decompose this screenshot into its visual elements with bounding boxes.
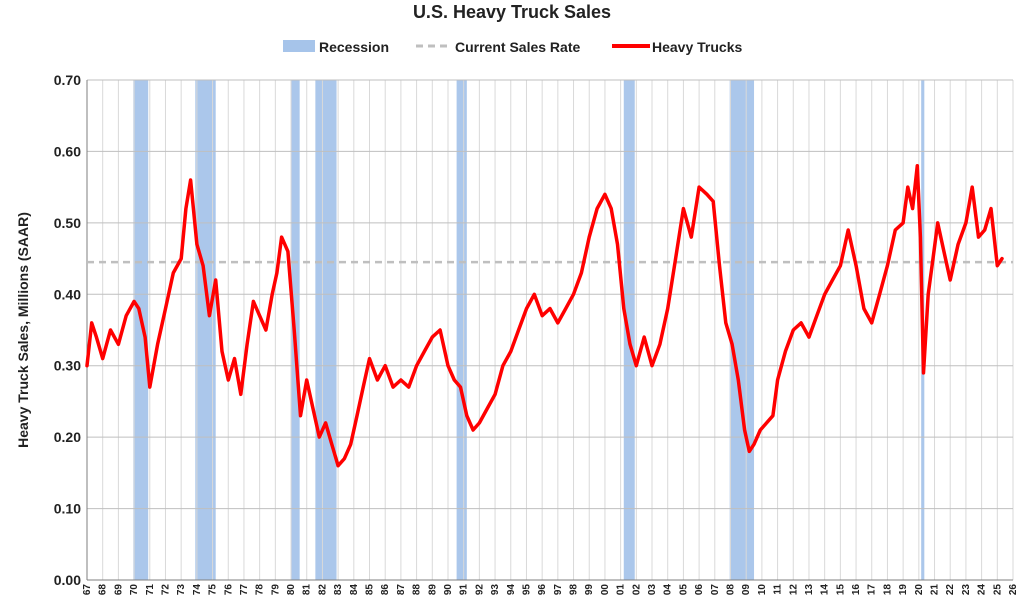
legend-recession-label: Recession xyxy=(319,39,389,55)
x-tick-label: 74 xyxy=(192,584,203,596)
recession-band-4 xyxy=(456,80,467,580)
x-tick-label: 77 xyxy=(239,584,250,596)
x-tick-label: 94 xyxy=(506,584,517,596)
x-tick-label: 11 xyxy=(773,584,784,595)
x-tick-label: 05 xyxy=(678,584,689,596)
x-tick-label: 86 xyxy=(380,584,391,596)
legend-current-rate-label: Current Sales Rate xyxy=(455,39,580,55)
x-tick-label: 80 xyxy=(286,584,297,596)
x-tick-label: 96 xyxy=(537,584,548,596)
x-tick-label: 01 xyxy=(616,584,627,596)
x-tick-label: 95 xyxy=(521,584,532,596)
x-tick-label: 04 xyxy=(663,584,674,596)
recession-band-1 xyxy=(195,80,216,580)
x-tick-label: 85 xyxy=(365,584,376,596)
x-tick-label: 98 xyxy=(569,584,580,596)
x-tick-label: 24 xyxy=(977,584,988,596)
x-tick-label: 83 xyxy=(333,584,344,596)
x-tick-label: 07 xyxy=(710,584,721,596)
x-tick-label: 08 xyxy=(725,584,736,596)
x-tick-label: 67 xyxy=(82,584,93,596)
x-tick-label: 26 xyxy=(1008,584,1019,596)
x-tick-label: 97 xyxy=(553,584,564,596)
x-tick-label: 93 xyxy=(490,584,501,596)
x-tick-label: 76 xyxy=(223,584,234,596)
x-tick-label: 68 xyxy=(98,584,109,596)
x-tick-label: 14 xyxy=(820,584,831,596)
y-tick-label: 0.30 xyxy=(54,358,81,374)
x-tick-label: 92 xyxy=(474,584,485,596)
x-tick-label: 89 xyxy=(427,584,438,596)
x-tick-label: 79 xyxy=(270,584,281,596)
recession-band-3 xyxy=(315,80,337,580)
x-tick-label: 90 xyxy=(443,584,454,596)
x-tick-label: 15 xyxy=(835,584,846,596)
chart-title: U.S. Heavy Truck Sales xyxy=(413,2,611,22)
x-tick-label: 88 xyxy=(412,584,423,596)
recession-band-0 xyxy=(133,80,149,580)
y-tick-label: 0.10 xyxy=(54,501,81,517)
x-tick-label: 82 xyxy=(317,584,328,596)
x-tick-label: 21 xyxy=(930,584,941,596)
x-tick-label: 73 xyxy=(176,584,187,596)
series-line-heavy-trucks xyxy=(85,163,1004,468)
x-tick-label: 71 xyxy=(145,584,156,596)
x-tick-label: 17 xyxy=(867,584,878,596)
y-tick-label: 0.40 xyxy=(54,286,81,302)
x-tick-label: 03 xyxy=(647,584,658,596)
x-tick-label: 23 xyxy=(961,584,972,596)
y-axis-label: Heavy Truck Sales, Millions (SAAR) xyxy=(15,212,31,448)
x-tick-label: 19 xyxy=(898,584,909,596)
x-tick-label: 91 xyxy=(459,584,470,596)
x-tick-label: 87 xyxy=(396,584,407,596)
x-tick-label: 84 xyxy=(349,584,360,596)
x-tick-label: 99 xyxy=(584,584,595,596)
x-tick-label: 70 xyxy=(129,584,140,596)
legend: Recession Current Sales Rate Heavy Truck… xyxy=(283,39,742,55)
x-tick-label: 22 xyxy=(945,584,956,596)
x-tick-label: 09 xyxy=(741,584,752,596)
x-tick-label: 18 xyxy=(882,584,893,596)
x-tick-label: 72 xyxy=(160,584,171,596)
y-tick-label: 0.70 xyxy=(54,72,81,88)
x-tick-label: 20 xyxy=(914,584,925,596)
legend-heavy-trucks-label: Heavy Trucks xyxy=(652,39,742,55)
x-tick-label: 13 xyxy=(804,584,815,596)
y-tick-label: 0.50 xyxy=(54,215,81,231)
legend-recession-swatch xyxy=(283,40,315,52)
x-tick-label: 06 xyxy=(694,584,705,596)
x-tick-label: 12 xyxy=(788,584,799,596)
x-tick-label: 78 xyxy=(255,584,266,596)
x-tick-label: 10 xyxy=(757,584,768,596)
recession-band-6 xyxy=(729,80,755,580)
x-tick-label: 00 xyxy=(600,584,611,596)
y-tick-label: 0.00 xyxy=(54,572,81,588)
y-tick-label: 0.60 xyxy=(54,143,81,159)
plot-area: 0.00 0.10 0.20 0.30 0.40 0.50 0.60 0.70 67 68 69 70… xyxy=(54,72,1019,595)
x-tick-label: 25 xyxy=(992,584,1003,596)
x-tick-label: 75 xyxy=(208,584,219,596)
x-tick-label: 02 xyxy=(631,584,642,596)
y-tick-label: 0.20 xyxy=(54,429,81,445)
x-tick-label: 81 xyxy=(302,584,313,596)
x-tick-label: 16 xyxy=(851,584,862,596)
x-tick-label: 69 xyxy=(113,584,124,596)
